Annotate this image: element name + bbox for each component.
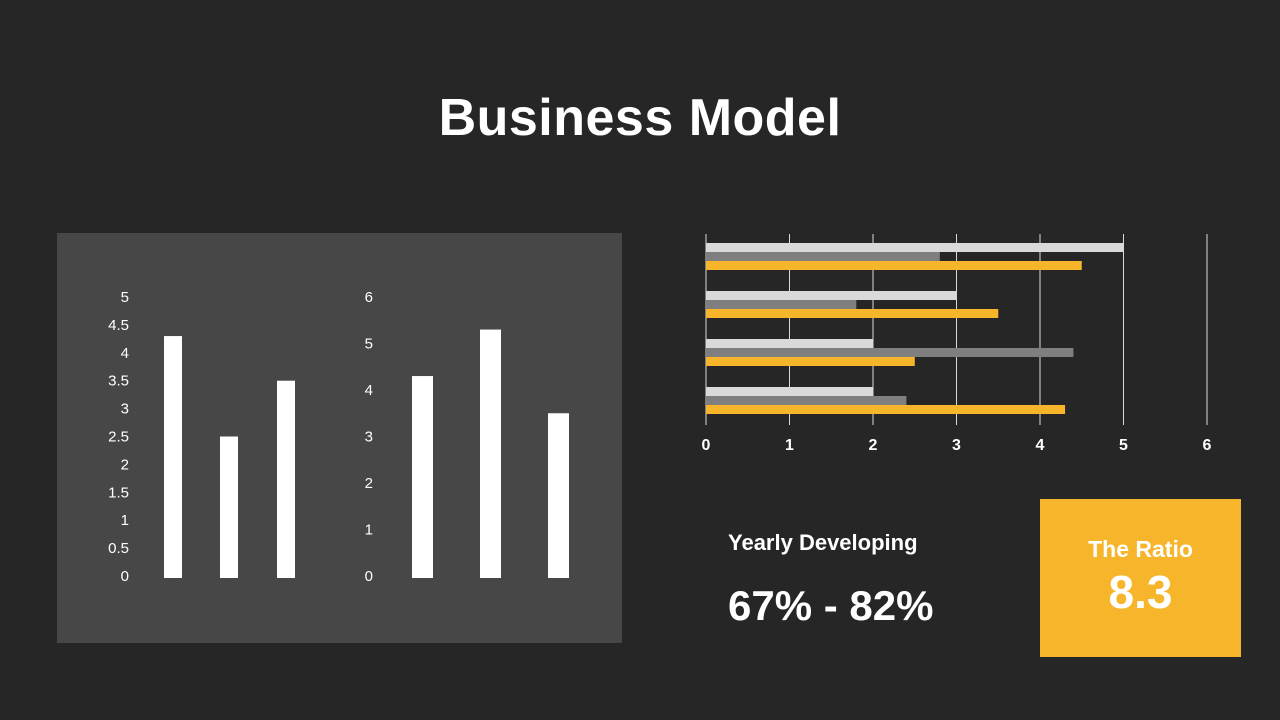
chart1-ytick-label: 4.5	[108, 317, 129, 334]
hbar-series2-bar	[706, 348, 1074, 357]
hbar-series1-bar	[706, 387, 873, 396]
chart1-ytick-label: 2.5	[108, 429, 129, 446]
chart1-ytick-label: 3	[121, 401, 129, 418]
chart2-ytick-label: 3	[365, 429, 373, 446]
chart1-bar	[164, 336, 182, 578]
chart1-ytick-label: 3.5	[108, 373, 129, 390]
ratio-value: 8.3	[1108, 566, 1173, 618]
hbar-series3-bar	[706, 405, 1066, 414]
hbar-series1-bar	[706, 339, 873, 348]
chart2-bar	[412, 376, 433, 578]
hbar-series3-bar	[706, 261, 1082, 270]
hbar-series3-bar	[706, 309, 999, 318]
yearly-developing-value: 67% - 82%	[728, 582, 934, 629]
chart1-ytick-label: 0.5	[108, 540, 129, 557]
chart1-ytick-label: 5	[121, 289, 129, 306]
xtick-label: 6	[1203, 437, 1212, 454]
chart1-bar	[277, 380, 295, 578]
chart2-ytick-label: 4	[365, 382, 373, 399]
chart1-ytick-label: 0	[121, 568, 129, 585]
hbar-series3-bar	[706, 357, 915, 366]
ratio-box: The Ratio 8.3	[1040, 499, 1241, 657]
xtick-label: 1	[785, 437, 794, 454]
left-chart-panel: 0 0.5 1 1.5 2 2.5 3 3.5 4 4.5 5 0 1 2 3 4 5 6	[57, 233, 622, 643]
yearly-developing-label: Yearly Developing	[728, 530, 918, 555]
chart1-bar	[220, 436, 238, 578]
chart2-ytick-label: 2	[365, 475, 373, 492]
chart1-ytick-label: 4	[121, 345, 129, 362]
chart2-ytick-label: 6	[365, 289, 373, 306]
xtick-label: 5	[1119, 437, 1128, 454]
horizontal-bar-chart: 0 1 2 3 4 5 6	[702, 234, 1212, 454]
ratio-label: The Ratio	[1088, 536, 1193, 562]
xtick-label: 4	[1036, 437, 1045, 454]
page-title: Business Model	[438, 89, 842, 147]
xtick-label: 3	[952, 437, 961, 454]
chart2-ytick-label: 1	[365, 522, 373, 539]
chart1-ytick-label: 2	[121, 456, 129, 473]
hbar-series1-bar	[706, 291, 957, 300]
chart2-bar	[480, 329, 501, 578]
chart2-bar	[548, 413, 569, 578]
hbar-series2-bar	[706, 300, 857, 309]
chart1-ytick-label: 1	[121, 512, 129, 529]
xtick-label: 2	[869, 437, 878, 454]
hbar-series2-bar	[706, 396, 907, 405]
chart2-ytick-label: 0	[365, 568, 373, 585]
chart1-ytick-label: 1.5	[108, 484, 129, 501]
hbar-series2-bar	[706, 252, 940, 261]
vertical-bar-charts: 0 0.5 1 1.5 2 2.5 3 3.5 4 4.5 5 0 1 2 3 4 5 6	[108, 289, 569, 585]
chart2-ytick-label: 5	[365, 336, 373, 353]
hbar-series1-bar	[706, 243, 1124, 252]
xtick-label: 0	[702, 437, 711, 454]
